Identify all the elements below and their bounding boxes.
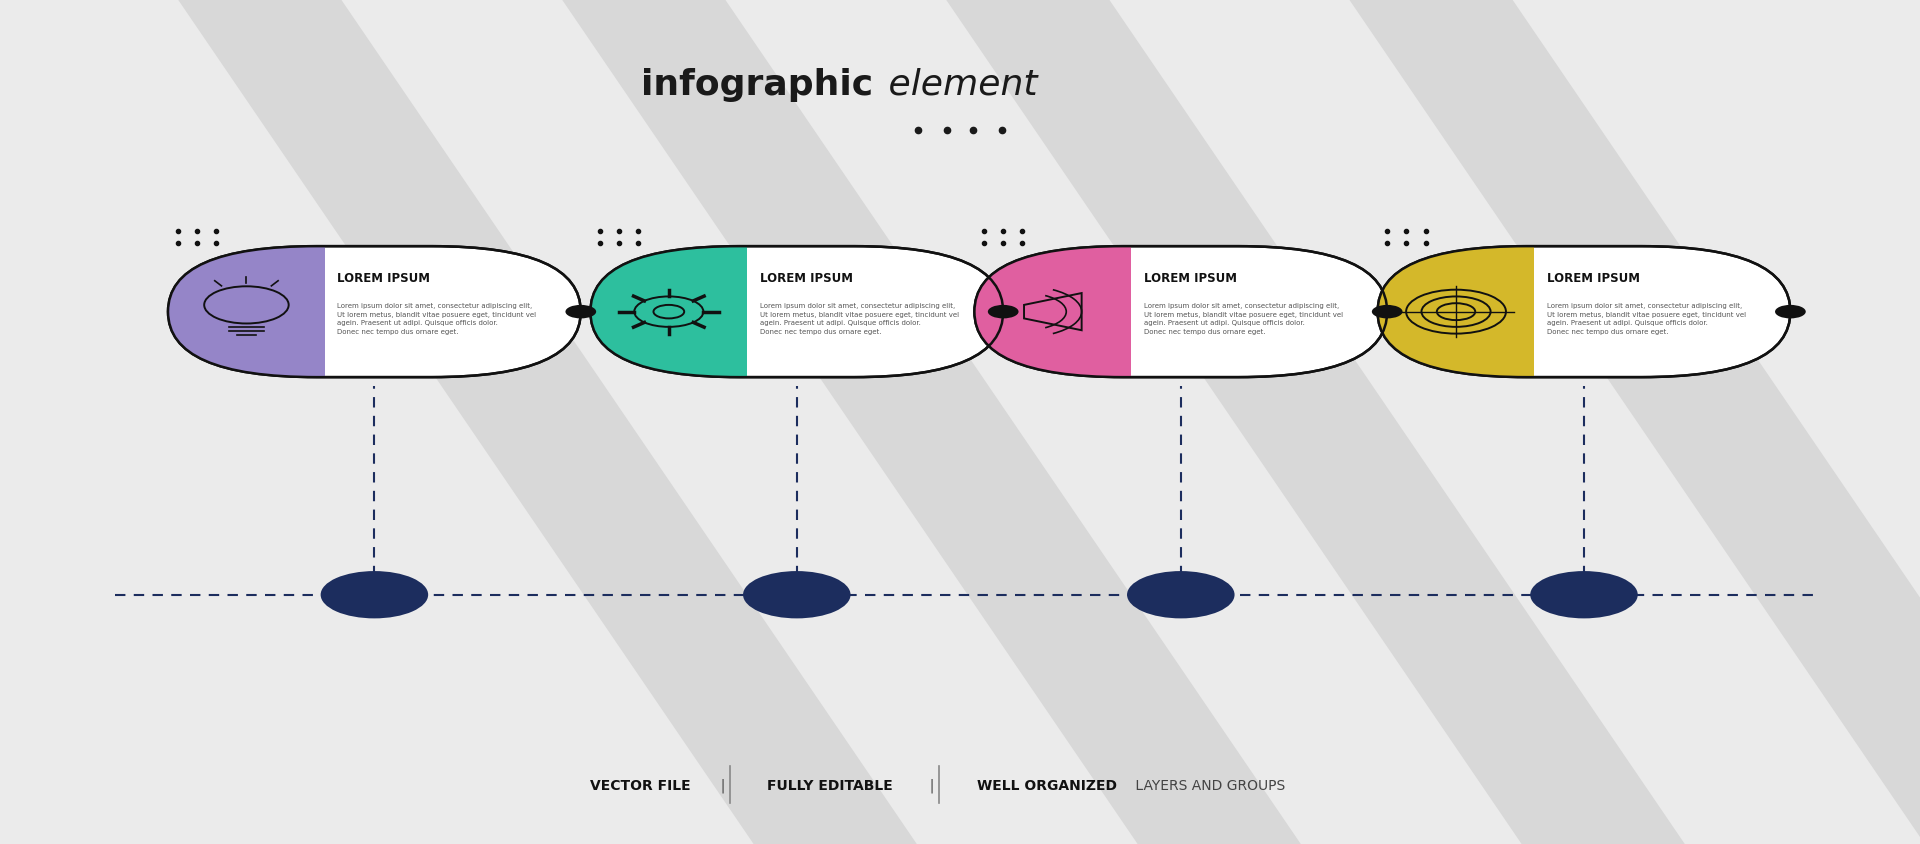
Polygon shape <box>947 0 1686 844</box>
Text: FULLY EDITABLE: FULLY EDITABLE <box>766 778 893 792</box>
Text: VECTOR FILE: VECTOR FILE <box>589 778 691 792</box>
Circle shape <box>321 571 428 619</box>
Polygon shape <box>177 0 916 844</box>
Text: LOREM IPSUM: LOREM IPSUM <box>1548 272 1640 284</box>
Bar <box>591 246 747 377</box>
FancyBboxPatch shape <box>591 246 1002 377</box>
Text: |: | <box>922 777 943 793</box>
Text: infographic: infographic <box>641 68 874 101</box>
FancyBboxPatch shape <box>169 246 474 377</box>
Text: WELL ORGANIZED: WELL ORGANIZED <box>977 778 1117 792</box>
Text: |: | <box>712 777 733 793</box>
FancyBboxPatch shape <box>973 246 1386 377</box>
Text: element: element <box>877 68 1039 101</box>
Circle shape <box>1774 306 1805 319</box>
Circle shape <box>1371 306 1402 319</box>
FancyBboxPatch shape <box>1377 246 1789 377</box>
FancyBboxPatch shape <box>169 246 580 377</box>
Circle shape <box>1530 571 1638 619</box>
Polygon shape <box>1348 0 1920 844</box>
Circle shape <box>1127 571 1235 619</box>
Text: LOREM IPSUM: LOREM IPSUM <box>760 272 852 284</box>
Text: LOREM IPSUM: LOREM IPSUM <box>1144 272 1236 284</box>
Text: Lorem ipsum dolor sit amet, consectetur adipiscing elit,
Ut lorem metus, blandit: Lorem ipsum dolor sit amet, consectetur … <box>1548 303 1745 334</box>
Text: Lorem ipsum dolor sit amet, consectetur adipiscing elit,
Ut lorem metus, blandit: Lorem ipsum dolor sit amet, consectetur … <box>1144 303 1342 334</box>
Text: LOREM IPSUM: LOREM IPSUM <box>338 272 430 284</box>
Text: LAYERS AND GROUPS: LAYERS AND GROUPS <box>1131 778 1284 792</box>
FancyBboxPatch shape <box>1377 246 1684 377</box>
Circle shape <box>987 306 1018 319</box>
Text: Lorem ipsum dolor sit amet, consectetur adipiscing elit,
Ut lorem metus, blandit: Lorem ipsum dolor sit amet, consectetur … <box>760 303 958 334</box>
Text: Lorem ipsum dolor sit amet, consectetur adipiscing elit,
Ut lorem metus, blandit: Lorem ipsum dolor sit amet, consectetur … <box>338 303 536 334</box>
Bar <box>169 246 324 377</box>
Bar <box>973 246 1131 377</box>
FancyBboxPatch shape <box>973 246 1281 377</box>
Circle shape <box>743 571 851 619</box>
Bar <box>1377 246 1534 377</box>
Circle shape <box>564 306 595 319</box>
Polygon shape <box>561 0 1302 844</box>
FancyBboxPatch shape <box>591 246 897 377</box>
